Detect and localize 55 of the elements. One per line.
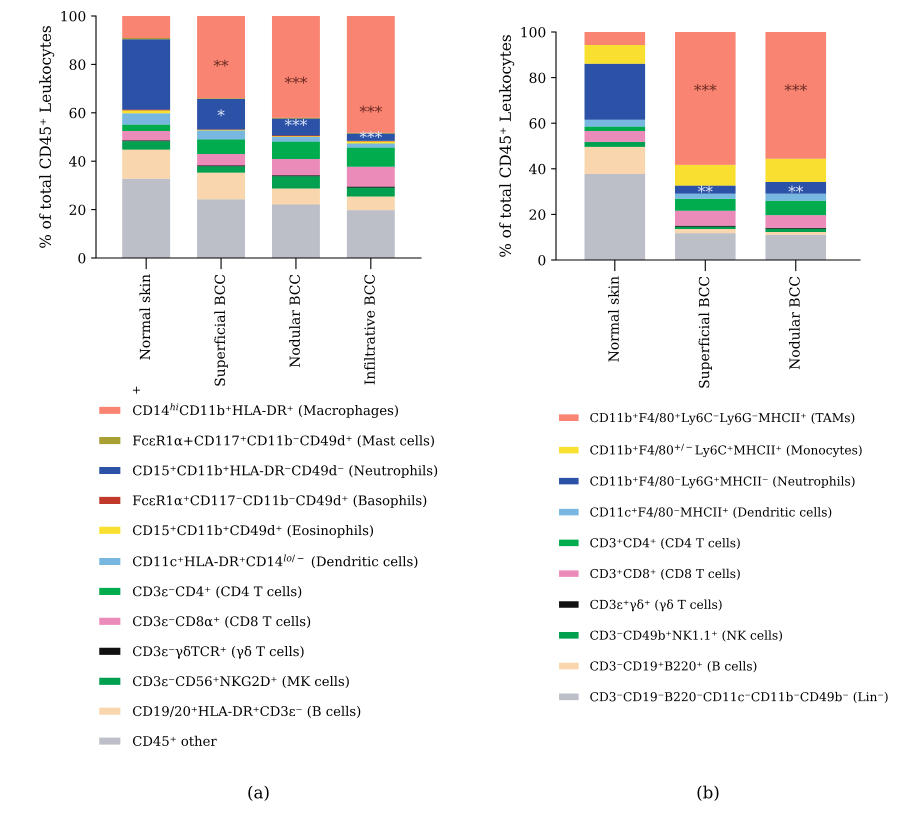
annotation: *** bbox=[694, 84, 716, 92]
annotation: *** bbox=[284, 118, 308, 126]
x-tick-label: Infiltrative BCC bbox=[364, 274, 375, 384]
legend-label: CD11c⁺F4/80⁻MHCII⁺ (Dendritic cells) bbox=[590, 507, 832, 518]
text: (a) bbox=[248, 786, 269, 801]
legend-label: CD15⁺CD11b⁺HLA-DR⁻CD49d⁻ (Neutrophils) bbox=[132, 465, 438, 478]
legend-label: CD3ε⁺γδ⁺ (γδ T cells) bbox=[590, 599, 722, 612]
legend-label: CD14$^{hi}$CD11b⁺HLA-DR⁺ (Macrophages) bbox=[132, 403, 398, 418]
legend-label: CD15⁺CD11b⁺CD49d⁺ (Eosinophils) bbox=[132, 525, 374, 538]
legend-label: CD11b⁺F4/80$^{+/−}$Ly6C⁺MHCII⁺ (Monocytes) bbox=[590, 444, 862, 458]
y-tick-label: 0 bbox=[78, 252, 86, 264]
legend-label: CD45⁺ other bbox=[132, 736, 217, 746]
legend-label: CD3ε⁻γδTCR⁺ (γδ T cells) bbox=[132, 646, 304, 659]
y-tick-label: 20 bbox=[530, 209, 546, 220]
y-tick-label: 100 bbox=[521, 26, 546, 38]
annotation: * bbox=[217, 109, 225, 116]
legend-label: CD11c⁺HLA-DR⁺CD14$^{lo/−}$ (Dendritic cells) bbox=[132, 554, 418, 568]
legend-label: CD3⁻CD49b⁺NK1.1⁺ (NK cells) bbox=[590, 630, 782, 642]
y-tick-label: 100 bbox=[61, 10, 86, 22]
x-tick-label: Superficial BCC bbox=[698, 276, 712, 388]
y-axis-title: % of total CD45⁺ Leukocytes bbox=[499, 35, 514, 257]
annotation: *** bbox=[360, 106, 382, 113]
x-tick-label: Normal skin bbox=[608, 276, 619, 362]
y-tick-label: 40 bbox=[69, 156, 86, 167]
y-tick-label: 20 bbox=[70, 204, 86, 216]
legend-label: CD11b⁺F4/80⁻Ly6G⁺MHCII⁻ (Neutrophils) bbox=[590, 476, 855, 488]
legend-label: CD3⁻CD19⁺B220⁺ (B cells) bbox=[590, 661, 756, 672]
annotation: *** bbox=[784, 84, 807, 92]
y-tick-label: 60 bbox=[70, 108, 86, 118]
legend-label: CD19/20⁺HLA-DR⁺CD3ε⁻ (B cells) bbox=[132, 706, 360, 718]
y-tick-label: 0 bbox=[538, 254, 546, 266]
annotation: ** bbox=[698, 186, 713, 193]
x-tick-label: Normal skin bbox=[139, 274, 150, 360]
annotation: ** bbox=[788, 186, 804, 193]
y-tick-label: 40 bbox=[529, 164, 546, 174]
legend-label: CD11b⁺F4/80⁺Ly6C⁻Ly6G⁻MHCII⁺ (TAMs) bbox=[590, 412, 854, 425]
x-tick-label: Nodular BCC bbox=[789, 276, 800, 370]
text: + bbox=[132, 386, 140, 394]
text: (b) bbox=[697, 786, 719, 801]
y-tick-label: 80 bbox=[70, 59, 86, 70]
annotation: ** bbox=[214, 60, 228, 67]
legend-label: CD3⁻CD19⁻B220⁻CD11c⁻CD11b⁻CD49b⁻ (Lin⁻) bbox=[590, 692, 888, 704]
x-tick-label: Superficial BCC bbox=[214, 274, 228, 386]
legend-label: FcεR1α+CD117⁺CD11b⁻CD49d⁺ (Mast cells) bbox=[132, 435, 434, 448]
annotation: *** bbox=[284, 76, 308, 84]
y-tick-label: 80 bbox=[530, 72, 546, 84]
legend-label: CD3ε⁻CD8α⁺ (CD8 T cells) bbox=[132, 616, 310, 628]
legend-label: FcεR1α⁺CD117⁻CD11b⁻CD49d⁺ (Basophils) bbox=[132, 495, 426, 508]
legend-label: CD3⁺CD8⁺ (CD8 T cells) bbox=[590, 568, 740, 580]
legend-label: CD3⁺CD4⁺ (CD4 T cells) bbox=[590, 538, 740, 550]
y-axis-title: % of total CD45⁺ Leukocytes bbox=[39, 26, 54, 248]
y-tick-label: 60 bbox=[530, 118, 546, 129]
legend-label: CD3ε⁻CD4⁺ (CD4 T cells) bbox=[132, 586, 302, 598]
x-tick-label: Nodular BCC bbox=[289, 274, 300, 368]
legend-label: CD3ε⁻CD56⁺NKG2D⁺ (MK cells) bbox=[132, 676, 349, 688]
